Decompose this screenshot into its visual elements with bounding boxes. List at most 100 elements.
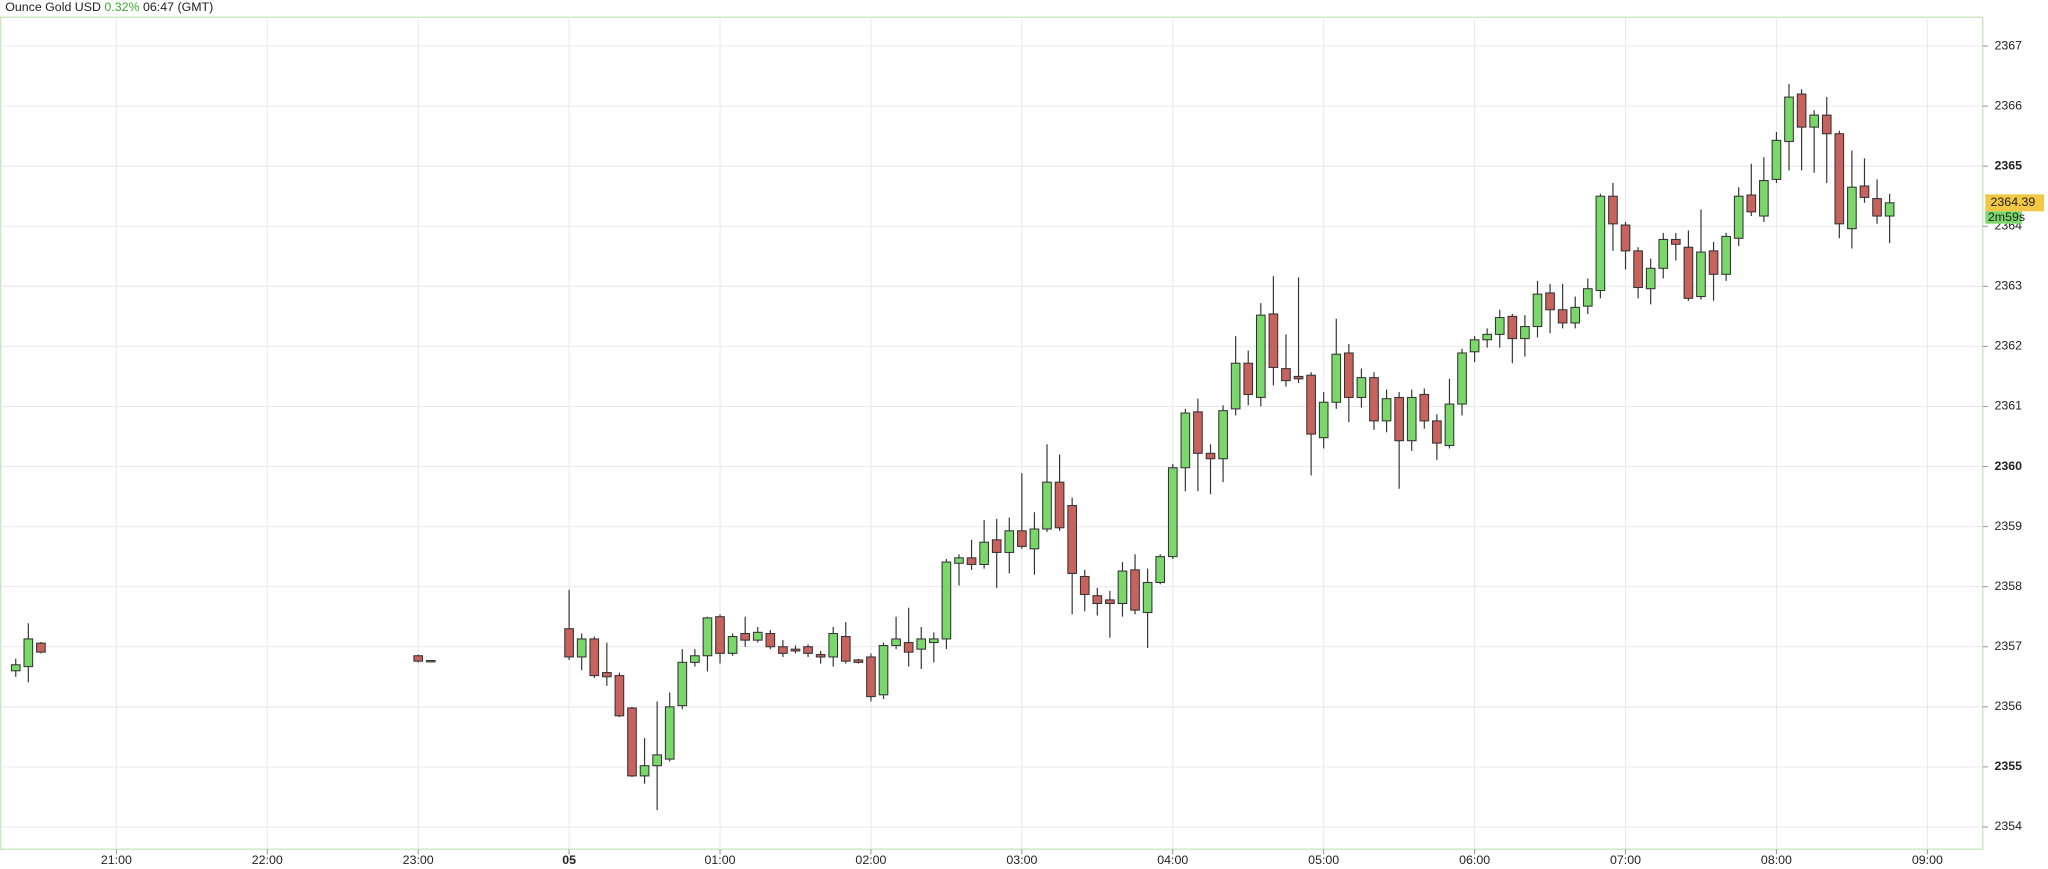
y-tick-label: 2354: [1994, 819, 2022, 833]
candle-body: [664, 706, 675, 760]
candle-body: [576, 638, 587, 658]
candle-body: [1419, 393, 1430, 422]
candle-body: [1759, 180, 1769, 217]
candle-body: [778, 646, 788, 654]
plot-frame: [0, 16, 1984, 850]
candle-body: [1847, 186, 1857, 230]
y-tick-label: 2358: [1994, 579, 2022, 593]
candle-body: [1079, 575, 1090, 596]
candle-body: [1595, 195, 1606, 292]
change: 0.32%: [104, 0, 139, 14]
candle-body: [1281, 368, 1291, 382]
candle-body: [1067, 505, 1077, 574]
x-tick-label: 23:00: [403, 853, 434, 867]
candle-body: [1532, 293, 1543, 328]
candle-body: [1872, 198, 1882, 217]
candle-body: [1494, 317, 1505, 335]
candle-body: [1356, 377, 1367, 398]
y-tick-label: 2366: [1994, 98, 2022, 112]
candle-body: [1884, 202, 1895, 217]
candle-body: [690, 655, 700, 663]
candle-body: [1205, 452, 1216, 460]
candle-body: [1771, 139, 1782, 180]
header: Ounce Gold USD 0.32% 06:47 (GMT): [5, 0, 213, 14]
x-tick-label: 06:00: [1459, 853, 1490, 867]
candle-body: [1570, 306, 1581, 324]
candle-body: [1557, 309, 1568, 324]
candle-body: [941, 561, 952, 640]
candle-body: [1117, 570, 1128, 605]
price-tag-label: 2364.39: [1991, 195, 2036, 209]
candle-body: [1394, 396, 1404, 442]
y-tick-label: 2359: [1994, 519, 2022, 533]
candle-body: [1784, 96, 1794, 143]
candle-body: [1193, 411, 1203, 454]
candle-body: [1670, 238, 1681, 245]
candle-body: [1167, 467, 1178, 558]
candle-body: [1859, 185, 1870, 198]
candle-body: [866, 656, 876, 698]
x-tick-label: 03:00: [1006, 853, 1037, 867]
candle-body: [1017, 530, 1027, 547]
candle-body: [639, 765, 650, 777]
candle-body: [1432, 420, 1442, 444]
candle-body: [1142, 581, 1153, 614]
candle-body: [614, 675, 625, 717]
candle-body: [891, 638, 901, 647]
candle-body: [740, 633, 751, 641]
candle-body: [1457, 352, 1467, 405]
x-tick-label: 05: [562, 853, 576, 867]
candle-body: [916, 638, 927, 650]
candle-body: [1318, 401, 1329, 439]
candle-body: [840, 636, 851, 662]
candle-body: [602, 672, 612, 678]
y-tick-label: 2361: [1994, 399, 2022, 413]
x-tick-label: 08:00: [1761, 853, 1792, 867]
y-tick-label: 2363: [1994, 279, 2022, 293]
candle-body: [1344, 352, 1354, 398]
candle-body: [928, 638, 939, 644]
x-tick-label: 21:00: [101, 853, 132, 867]
candle-body: [1230, 362, 1241, 410]
candle-body: [1042, 481, 1052, 530]
x-tick-label: 07:00: [1610, 853, 1641, 867]
candle-body: [1620, 224, 1631, 252]
price-tag: [1985, 194, 2045, 212]
y-tick-label: 2367: [1994, 38, 2022, 52]
countdown: 2m59s: [1988, 210, 2025, 224]
candle-body: [677, 661, 688, 707]
candle-body: [1821, 114, 1832, 135]
candle-body: [1092, 595, 1103, 605]
candle-body: [1721, 235, 1731, 275]
axes: 2354 2355 2356 2357 2358 2359 2360 2361 2362 2363…: [101, 38, 2045, 867]
candle-body: [966, 557, 977, 565]
candle-body: [1130, 569, 1140, 611]
candle-body: [1809, 114, 1820, 128]
candle-body: [1369, 377, 1379, 422]
candle-body: [853, 659, 864, 663]
candle-body: [1469, 339, 1480, 353]
candle-body: [1834, 133, 1845, 225]
candle-body: [1255, 314, 1266, 398]
y-tick-label: 2365: [1994, 158, 2022, 172]
candle-body: [589, 638, 600, 677]
candle-body: [803, 646, 813, 654]
candle-body: [1105, 599, 1115, 605]
candle-body: [23, 638, 34, 668]
candle-body: [1444, 403, 1455, 447]
y-tick-label: 2356: [1994, 699, 2022, 713]
countdown-bg: [1985, 211, 2022, 224]
candle-body: [1331, 353, 1342, 403]
candle-body: [1633, 250, 1643, 289]
candle-body: [1381, 398, 1392, 422]
instrument-title: Ounce Gold USD: [5, 0, 101, 14]
candle-body: [1545, 292, 1555, 311]
candle-body: [1306, 374, 1316, 435]
candle-body: [1243, 362, 1254, 395]
y-tick-label: 2355: [1994, 759, 2022, 773]
candle-body: [1029, 528, 1040, 550]
candle-body: [954, 557, 964, 564]
candle-body: [1645, 267, 1656, 290]
candle-body: [903, 642, 914, 653]
